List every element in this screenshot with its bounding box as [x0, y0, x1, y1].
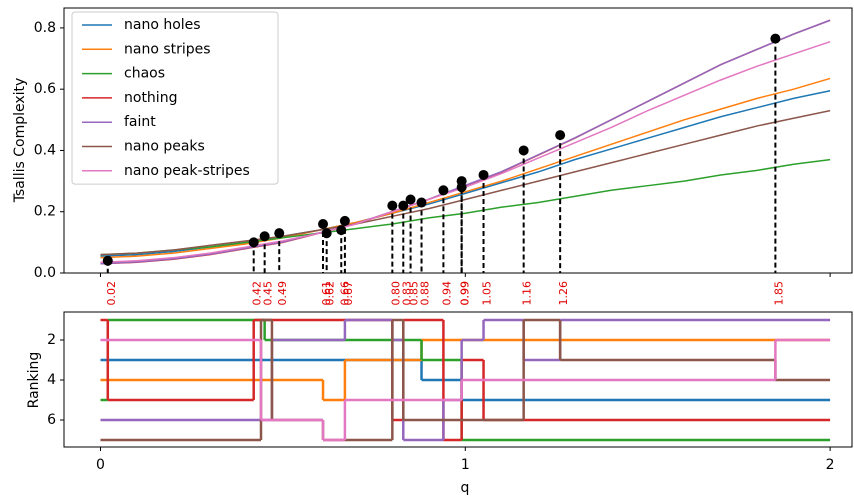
y-tick-label: 0.8 — [34, 20, 56, 36]
axes-frame — [63, 7, 853, 274]
q-label: 0.80 — [389, 281, 402, 306]
q-label: 0.45 — [262, 281, 275, 306]
q-label: 0.83 — [400, 281, 413, 306]
x-axis-label: q — [461, 480, 470, 496]
point — [416, 197, 427, 208]
q-label: 0.99 — [459, 281, 472, 306]
legend-label: nothing — [124, 90, 177, 106]
series-line — [100, 77, 831, 259]
point — [318, 218, 329, 229]
y-tick-label: 0.4 — [34, 142, 56, 158]
q-label: 0.99 — [459, 281, 472, 306]
x-tick-label: 1 — [461, 457, 470, 473]
series-line — [100, 158, 831, 256]
legend-label: nano peak-stripes — [124, 163, 250, 179]
y-tick-label: 6 — [47, 412, 56, 428]
legend-label: nano stripes — [124, 41, 211, 57]
point — [770, 33, 781, 44]
point — [518, 145, 529, 156]
q-label: 0.85 — [408, 281, 421, 306]
point — [259, 231, 270, 242]
legend-label: nano holes — [124, 17, 201, 33]
point — [102, 255, 113, 266]
point — [339, 215, 350, 226]
q-label: 0.94 — [440, 281, 453, 306]
legend-label: chaos — [124, 66, 165, 82]
y-axis-label: Tsallis Complexity — [12, 78, 28, 204]
point — [398, 200, 409, 211]
point — [336, 225, 347, 236]
q-label: 1.05 — [481, 281, 494, 306]
legend-box — [71, 11, 279, 185]
point — [321, 228, 332, 239]
x-tick-label: 2 — [826, 457, 835, 473]
point — [555, 130, 566, 141]
series-line — [100, 109, 831, 256]
y-tick-label: 2 — [47, 332, 56, 348]
y-tick-label: 0.0 — [34, 265, 56, 281]
q-label: 1.85 — [772, 281, 785, 306]
q-label: 0.61 — [320, 281, 333, 306]
y-tick-label: 0.6 — [34, 81, 56, 97]
x-tick-label: 0 — [96, 457, 105, 473]
q-label: 0.88 — [419, 281, 432, 306]
q-label: 0.67 — [342, 281, 355, 306]
point — [248, 237, 259, 248]
point — [405, 194, 416, 205]
y-tick-label: 4 — [47, 372, 56, 388]
q-label: 0.02 — [105, 281, 118, 306]
point — [478, 169, 489, 180]
q-label: 0.66 — [338, 281, 351, 306]
point — [438, 185, 449, 196]
q-label: 0.62 — [324, 281, 337, 306]
legend: nano holes nano stripes chaos nothing faint n… — [71, 11, 279, 185]
axes-frame — [63, 311, 853, 448]
point — [387, 200, 398, 211]
y-axis-label: Ranking — [26, 352, 42, 409]
point — [274, 228, 285, 239]
q-label: 0.49 — [276, 281, 289, 306]
point — [456, 176, 467, 187]
q-label: 1.26 — [557, 281, 570, 306]
legend-label: faint — [124, 114, 156, 130]
q-label: 0.42 — [251, 281, 264, 306]
y-tick-label: 0.2 — [34, 204, 56, 220]
q-label: 1.16 — [521, 281, 534, 306]
legend-label: nano peaks — [124, 139, 205, 155]
